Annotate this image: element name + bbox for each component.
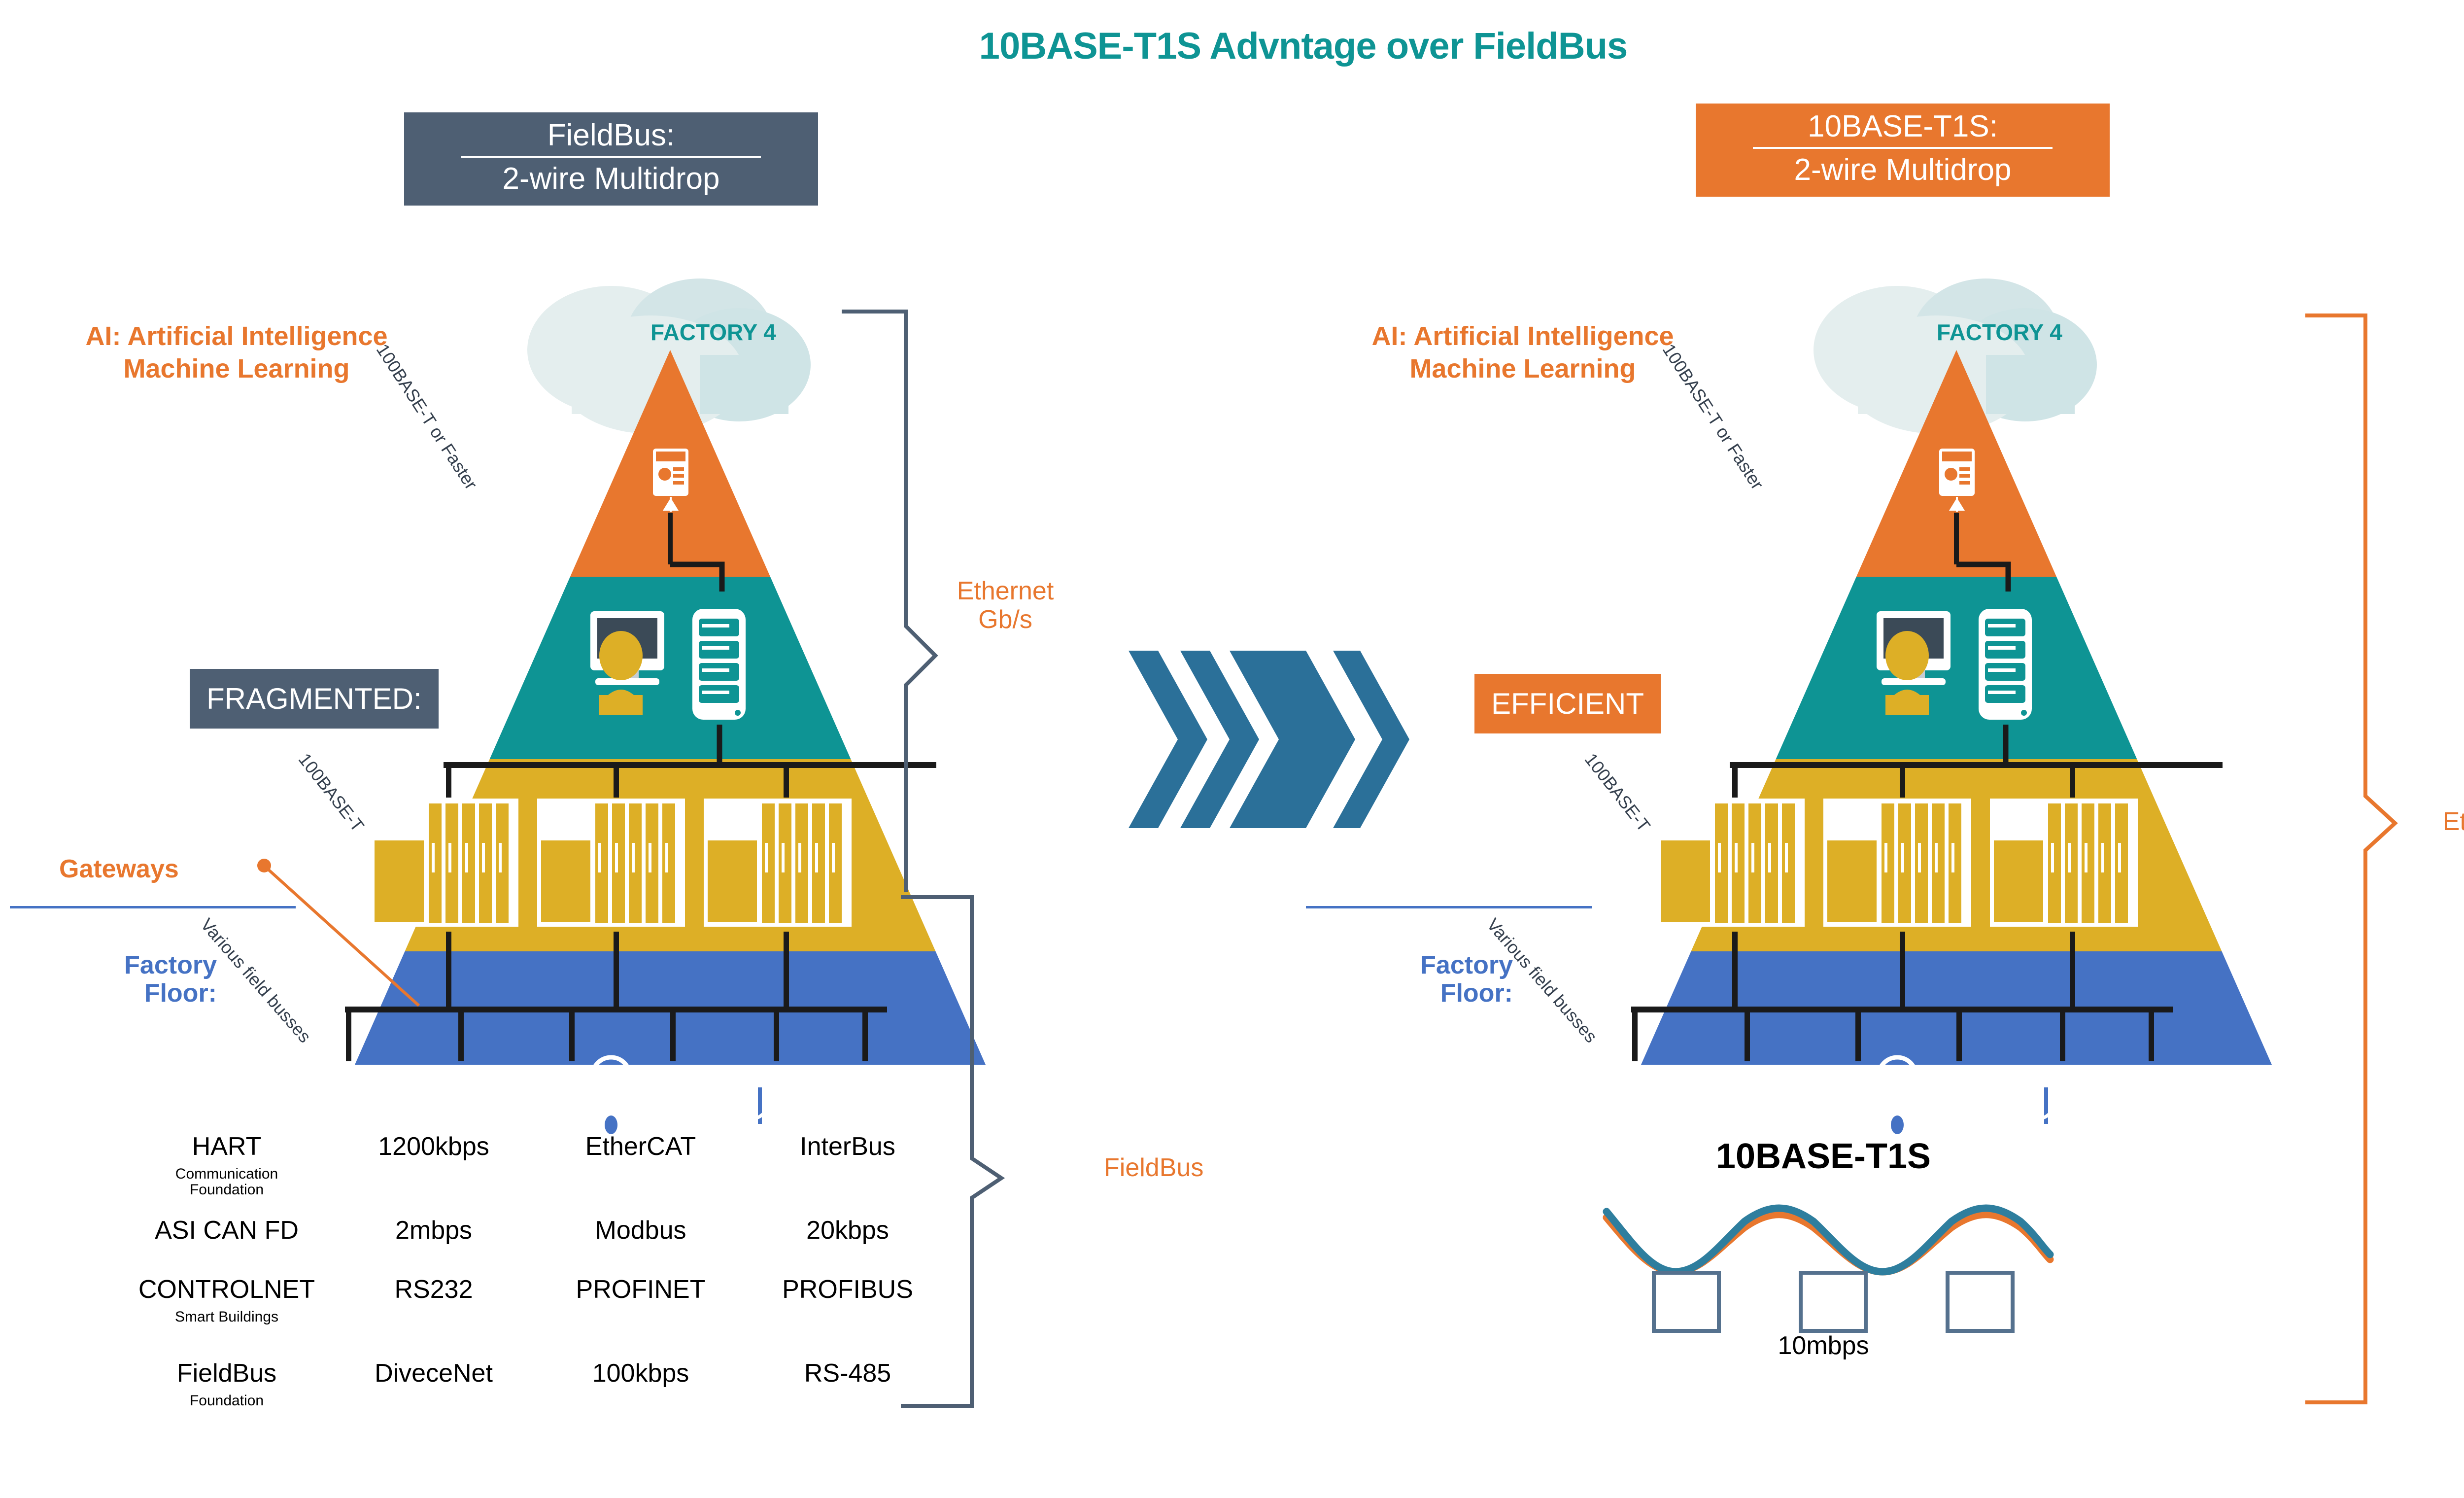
header-divider bbox=[1752, 146, 2053, 149]
table-cell: DiveceNet bbox=[375, 1359, 493, 1388]
gateway-module-left-3 bbox=[704, 799, 852, 927]
gauge-icon-left bbox=[665, 1074, 715, 1138]
efficient-status-box: EFFICIENT bbox=[1471, 670, 1664, 737]
cloud-label-right: FACTORY 4 bbox=[1937, 319, 2062, 345]
ethernet-bracket bbox=[842, 310, 938, 892]
twisted-pair-multidrop-illustration bbox=[1603, 1204, 2054, 1333]
all-ethernet-bracket bbox=[2305, 314, 2398, 1404]
factory-floor-label-left: Factory Floor: bbox=[10, 951, 217, 1008]
ai-label-left-line1: AI: Artificial Intelligence bbox=[85, 321, 388, 351]
machine-icon-left bbox=[490, 1073, 550, 1150]
motor-icon-left bbox=[398, 1070, 450, 1150]
server-icon-left bbox=[692, 609, 746, 720]
t1s-title: 10BASE-T1S bbox=[1715, 1137, 1931, 1176]
server-icon-right bbox=[1979, 609, 2032, 720]
ai-label-right-line1: AI: Artificial Intelligence bbox=[1371, 321, 1674, 351]
robot-arm-icon-right bbox=[1598, 1068, 1666, 1157]
ai-label-right: AI: Artificial Intelligence Machine Lear… bbox=[1296, 320, 1749, 385]
workstation-icon-right bbox=[1877, 611, 1951, 715]
page-title: 10BASE-T1S Advntage over FieldBus bbox=[979, 25, 1628, 67]
cloud-icon-left bbox=[527, 279, 811, 434]
header-divider bbox=[461, 155, 761, 158]
table-cell: 20kbps bbox=[806, 1216, 889, 1245]
refresh-cycle-icon-right bbox=[2120, 1069, 2177, 1141]
factory-floor-divider-left bbox=[10, 906, 296, 908]
ai-label-left-line2: Machine Learning bbox=[123, 353, 350, 383]
t1s-header-line2: 2-wire Multidrop bbox=[1794, 152, 2012, 187]
table-cell: Modbus bbox=[595, 1216, 686, 1245]
fieldbus-bracket bbox=[901, 895, 1005, 1408]
fieldbus-header-line1: FieldBus: bbox=[547, 118, 675, 152]
ethernet-bracket-line2: Gb/s bbox=[978, 605, 1032, 634]
fragmented-status-box: FRAGMENTED: bbox=[186, 665, 442, 732]
t1s-speed-label: 10mbps bbox=[1778, 1331, 1869, 1360]
ai-label-left: AI: Artificial Intelligence Machine Lear… bbox=[10, 320, 463, 385]
machine-icon-right bbox=[1777, 1073, 1837, 1150]
transition-chevron-arrow bbox=[1129, 651, 1409, 828]
table-cell: EtherCAT bbox=[585, 1132, 696, 1161]
refresh-cycle-icon-left bbox=[833, 1069, 890, 1141]
motor-icon-right bbox=[1684, 1070, 1736, 1150]
factory-floor-divider-right bbox=[1306, 906, 1592, 908]
workstation-icon-left bbox=[590, 611, 664, 715]
all-ethernet-bracket-label: All Ethernet bbox=[2410, 779, 2464, 836]
t1s-header-line1: 10BASE-T1S: bbox=[1808, 109, 1998, 143]
table-cell: RS-485 bbox=[804, 1359, 891, 1388]
gateway-module-right-1 bbox=[1657, 799, 1805, 927]
gateway-module-left-1 bbox=[371, 799, 518, 927]
factory-floor-right-line2: Floor: bbox=[1440, 979, 1513, 1008]
fieldbus-header-line2: 2-wire Multidrop bbox=[502, 161, 720, 196]
actuators-label-right: ACTUATORS bbox=[1574, 1068, 1727, 1095]
factory-floor-left-line2: Floor: bbox=[144, 979, 217, 1008]
gauge-icon-right bbox=[1951, 1074, 2001, 1138]
all-ethernet-line1: All bbox=[2410, 779, 2464, 807]
fieldbus-pyramid bbox=[276, 279, 1064, 1157]
sensors-label-right: SENSORS bbox=[1911, 1068, 2032, 1095]
all-ethernet-line2: Ethernet bbox=[2442, 807, 2464, 836]
table-cell: FieldBus bbox=[176, 1359, 277, 1388]
robot-arm-icon-left bbox=[311, 1068, 379, 1157]
t1s-header-box: 10BASE-T1S: 2-wire Multidrop bbox=[1696, 104, 2110, 197]
table-cell: HART bbox=[192, 1132, 262, 1161]
t1s-pyramid bbox=[1562, 279, 2351, 1157]
table-cell: PROFIBUS bbox=[782, 1275, 913, 1304]
actuators-label-left: ACTUATORS bbox=[288, 1068, 441, 1095]
valve-sensor-icon-left bbox=[579, 1055, 644, 1156]
factory-floor-right-line1: Factory bbox=[1420, 951, 1513, 979]
sensors-label-left: SENSORS bbox=[624, 1068, 746, 1095]
factory-floor-label-right: Factory Floor: bbox=[1306, 951, 1513, 1008]
fieldbus-header-box: FieldBus: 2-wire Multidrop bbox=[404, 112, 818, 206]
table-cell: CONTROLNET bbox=[138, 1275, 315, 1304]
gateway-module-right-2 bbox=[1823, 799, 1971, 927]
cloud-label-left: FACTORY 4 bbox=[650, 319, 776, 345]
table-cell: 1200kbps bbox=[378, 1132, 489, 1161]
table-cell-sub: Smart Buildings bbox=[174, 1309, 279, 1325]
table-cell: PROFINET bbox=[576, 1275, 706, 1304]
thermometer-icon-right bbox=[2019, 1071, 2063, 1148]
table-cell: ASI CAN FD bbox=[155, 1216, 299, 1245]
thermometer-icon-left bbox=[733, 1071, 777, 1148]
gateway-module-right-3 bbox=[1990, 799, 2138, 927]
fieldbus-bracket-label: FieldBus bbox=[1104, 1153, 1204, 1182]
table-cell-sub: Communication Foundation bbox=[175, 1166, 278, 1198]
cloud-icon-right bbox=[1814, 279, 2097, 434]
table-cell: 100kbps bbox=[592, 1359, 689, 1388]
fieldbus-protocol-table: HART Communication Foundation 1200kbps Et… bbox=[123, 1134, 1060, 1439]
table-cell: 2mbps bbox=[395, 1216, 473, 1245]
gateways-leader-line bbox=[257, 859, 420, 1007]
gateways-label-left: Gateways bbox=[59, 855, 179, 883]
table-cell-sub: Foundation bbox=[189, 1393, 264, 1409]
factory-floor-left-line1: Factory bbox=[124, 951, 217, 979]
table-cell: RS232 bbox=[394, 1275, 473, 1304]
ethernet-bracket-line1: Ethernet bbox=[957, 577, 1054, 605]
ethernet-bracket-label: Ethernet Gb/s bbox=[926, 577, 1084, 634]
gateway-module-left-2 bbox=[537, 799, 685, 927]
valve-sensor-icon-right bbox=[1865, 1055, 1930, 1156]
table-cell: InterBus bbox=[800, 1132, 895, 1161]
ai-label-right-line2: Machine Learning bbox=[1409, 353, 1636, 383]
